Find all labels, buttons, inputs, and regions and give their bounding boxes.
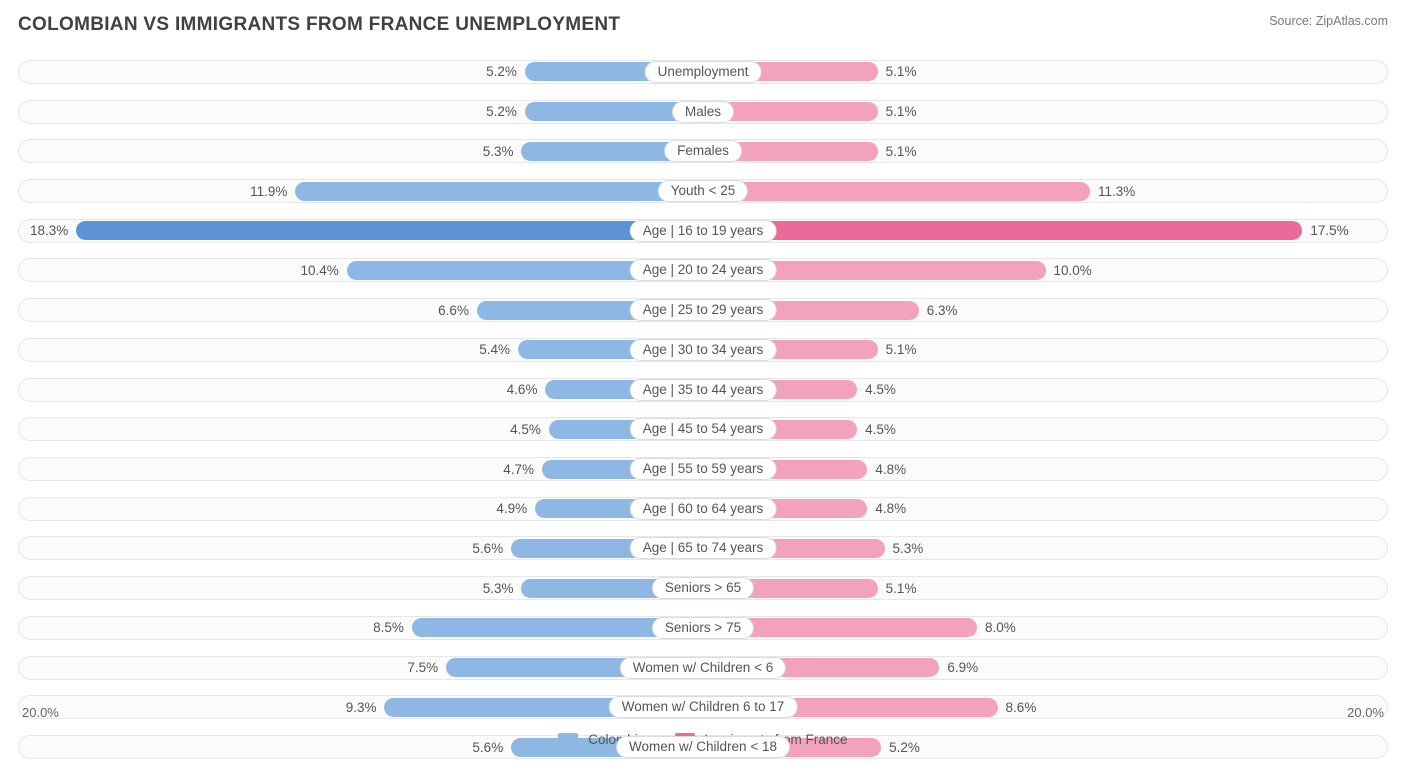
value-right: 4.8% xyxy=(875,501,906,516)
value-left: 5.3% xyxy=(483,581,514,596)
value-right: 5.3% xyxy=(893,541,924,556)
chart-row: 7.5% 6.9% Women w/ Children < 6 xyxy=(18,650,1388,686)
source-label: Source: ZipAtlas.com xyxy=(1269,14,1388,28)
chart-row: 4.6% 4.5% Age | 35 to 44 years xyxy=(18,372,1388,408)
chart-row: 10.4% 10.0% Age | 20 to 24 years xyxy=(18,253,1388,289)
value-left: 4.7% xyxy=(503,462,534,477)
bar-right xyxy=(703,221,1302,240)
category-label: Youth < 25 xyxy=(658,180,748,202)
value-right: 4.5% xyxy=(865,422,896,437)
value-right: 4.8% xyxy=(875,462,906,477)
value-left: 6.6% xyxy=(438,303,469,318)
category-label: Women w/ Children < 6 xyxy=(620,657,786,679)
value-left: 7.5% xyxy=(407,660,438,675)
category-label: Age | 45 to 54 years xyxy=(630,418,777,440)
chart-row: 6.6% 6.3% Age | 25 to 29 years xyxy=(18,292,1388,328)
x-axis-right-max: 20.0% xyxy=(1347,705,1384,720)
value-right: 6.3% xyxy=(927,303,958,318)
category-label: Age | 60 to 64 years xyxy=(630,498,777,520)
chart-plot-area: 5.2% 5.1% Unemployment 5.2% 5.1% Males 5.3% 5.1… xyxy=(18,54,1388,697)
chart-row: 8.5% 8.0% Seniors > 75 xyxy=(18,610,1388,646)
value-right: 6.9% xyxy=(947,660,978,675)
chart-row: 4.9% 4.8% Age | 60 to 64 years xyxy=(18,491,1388,527)
chart-row: 5.4% 5.1% Age | 30 to 34 years xyxy=(18,332,1388,368)
bar-left xyxy=(76,221,703,240)
category-label: Age | 55 to 59 years xyxy=(630,458,777,480)
value-right: 8.0% xyxy=(985,620,1016,635)
value-left: 5.3% xyxy=(483,144,514,159)
chart-row: 5.2% 5.1% Males xyxy=(18,94,1388,130)
category-label: Males xyxy=(672,101,734,123)
value-left: 4.9% xyxy=(496,501,527,516)
value-right: 11.3% xyxy=(1098,184,1135,199)
chart-row: 4.7% 4.8% Age | 55 to 59 years xyxy=(18,451,1388,487)
category-label: Age | 65 to 74 years xyxy=(630,537,777,559)
value-right: 5.1% xyxy=(886,581,917,596)
value-left: 11.9% xyxy=(250,184,287,199)
value-right: 5.1% xyxy=(886,104,917,119)
legend-swatch-left xyxy=(558,733,578,746)
value-left: 8.5% xyxy=(373,620,404,635)
bar-left xyxy=(295,182,703,201)
chart-row: 18.3% 17.5% Age | 16 to 19 years xyxy=(18,213,1388,249)
category-label: Age | 16 to 19 years xyxy=(630,220,777,242)
chart-title: COLOMBIAN VS IMMIGRANTS FROM FRANCE UNEM… xyxy=(18,14,1388,36)
chart-row: 11.9% 11.3% Youth < 25 xyxy=(18,173,1388,209)
value-left: 18.3% xyxy=(30,223,68,238)
category-label: Unemployment xyxy=(645,61,762,83)
value-left: 5.4% xyxy=(479,342,510,357)
value-left: 10.4% xyxy=(301,263,339,278)
category-label: Age | 20 to 24 years xyxy=(630,259,777,281)
value-right: 5.1% xyxy=(886,144,917,159)
chart-row: 5.6% 5.3% Age | 65 to 74 years xyxy=(18,531,1388,567)
value-left: 4.6% xyxy=(507,382,538,397)
value-right: 17.5% xyxy=(1310,223,1348,238)
x-axis-left-max: 20.0% xyxy=(22,705,59,720)
category-label: Females xyxy=(664,140,742,162)
category-label: Age | 30 to 34 years xyxy=(630,339,777,361)
chart-row: 4.5% 4.5% Age | 45 to 54 years xyxy=(18,411,1388,447)
value-left: 5.2% xyxy=(486,104,517,119)
bar-right xyxy=(703,182,1090,201)
chart-row: 5.3% 5.1% Females xyxy=(18,133,1388,169)
value-left: 5.2% xyxy=(486,64,517,79)
chart-row: 5.2% 5.1% Unemployment xyxy=(18,54,1388,90)
category-label: Seniors > 65 xyxy=(652,577,754,599)
value-right: 5.1% xyxy=(886,64,917,79)
category-label: Seniors > 75 xyxy=(652,617,754,639)
value-right: 5.1% xyxy=(886,342,917,357)
chart-container: COLOMBIAN VS IMMIGRANTS FROM FRANCE UNEM… xyxy=(0,0,1406,757)
value-right: 10.0% xyxy=(1054,263,1092,278)
value-right: 4.5% xyxy=(865,382,896,397)
category-label: Women w/ Children 6 to 17 xyxy=(609,696,798,718)
category-label: Age | 25 to 29 years xyxy=(630,299,777,321)
category-label: Age | 35 to 44 years xyxy=(630,379,777,401)
chart-row: 5.3% 5.1% Seniors > 65 xyxy=(18,570,1388,606)
category-label: Women w/ Children < 18 xyxy=(616,736,790,758)
value-left: 5.6% xyxy=(472,541,503,556)
value-left: 4.5% xyxy=(510,422,541,437)
